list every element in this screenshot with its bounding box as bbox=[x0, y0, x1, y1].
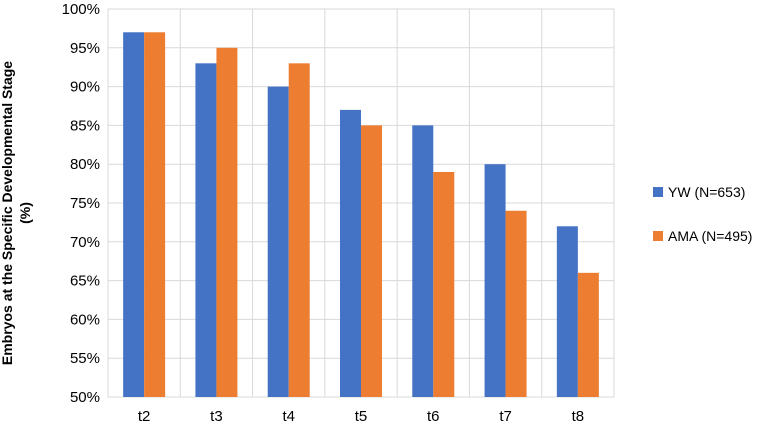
bar-yw-t5 bbox=[340, 109, 361, 397]
x-tick-label: t8 bbox=[572, 408, 585, 425]
x-tick-label: t5 bbox=[355, 408, 368, 425]
y-tick-label: 60% bbox=[70, 311, 100, 328]
x-tick-label: t4 bbox=[282, 408, 295, 425]
legend-label: AMA (N=495) bbox=[668, 228, 752, 244]
bar-ama-t2 bbox=[144, 32, 166, 397]
bar-ama-t4 bbox=[288, 63, 310, 397]
legend: YW (N=653) AMA (N=495) bbox=[653, 184, 752, 244]
y-tick-label: 70% bbox=[70, 234, 100, 251]
x-tick-label: t3 bbox=[210, 408, 223, 425]
y-axis-title: Embryos at the Specific Developmental St… bbox=[0, 61, 15, 365]
bar-ama-t3 bbox=[216, 47, 238, 398]
x-tick-label: t2 bbox=[138, 408, 151, 425]
bar-ama-t5 bbox=[361, 125, 382, 398]
bar-yw-t4 bbox=[267, 86, 289, 397]
y-tick-label: 80% bbox=[70, 156, 100, 173]
y-axis-label: Embryos at the Specific Developmental St… bbox=[0, 61, 33, 365]
y-tick-label: 100% bbox=[62, 1, 100, 18]
y-tick-label: 55% bbox=[70, 350, 100, 367]
bar-yw-t8 bbox=[556, 226, 578, 397]
bar-yw-t3 bbox=[195, 63, 217, 397]
bars bbox=[123, 32, 599, 398]
y-tick-label: 65% bbox=[70, 273, 100, 290]
bar-ama-t8 bbox=[577, 272, 599, 397]
bar-ama-t7 bbox=[505, 210, 527, 397]
x-tick-label: t7 bbox=[499, 408, 512, 425]
y-tick-label: 90% bbox=[70, 79, 100, 96]
y-tick-label: 95% bbox=[70, 40, 100, 57]
y-tick-label: 85% bbox=[70, 117, 100, 134]
bar-yw-t6 bbox=[412, 125, 434, 398]
x-tick-label: t6 bbox=[427, 408, 440, 425]
y-axis-unit: (%) bbox=[17, 202, 33, 224]
bar-ama-t6 bbox=[433, 171, 455, 397]
y-tick-labels: 50% 55% 60% 65% 70% 75% 80% 85% 90% 95% 100% bbox=[62, 1, 100, 406]
bar-yw-t2 bbox=[123, 32, 145, 397]
bar-yw-t7 bbox=[484, 164, 506, 397]
legend-swatch bbox=[653, 231, 663, 241]
y-tick-label: 75% bbox=[70, 195, 100, 212]
y-tick-label: 50% bbox=[70, 389, 100, 406]
x-tick-labels: t2 t3 t4 t5 t6 t7 t8 bbox=[138, 408, 584, 425]
legend-label: YW (N=653) bbox=[668, 184, 745, 200]
legend-swatch bbox=[653, 187, 663, 197]
